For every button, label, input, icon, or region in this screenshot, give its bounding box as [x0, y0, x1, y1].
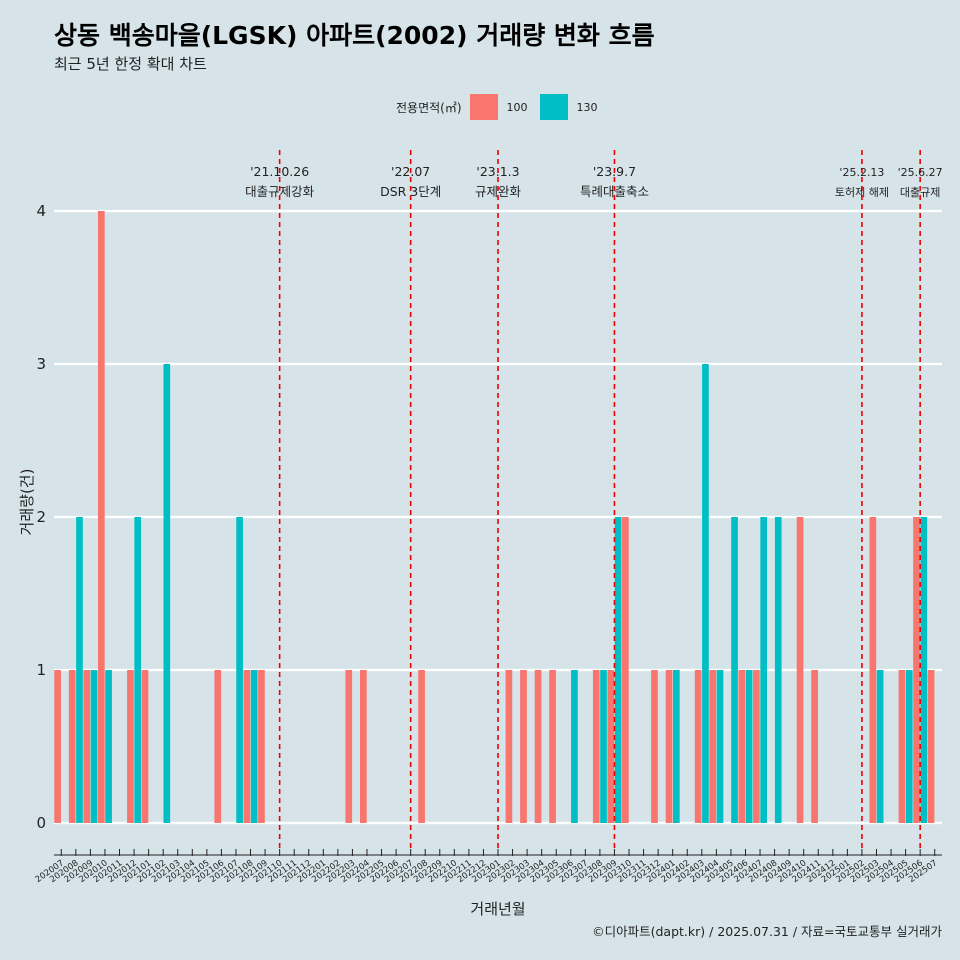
- bar-130-202107: [236, 517, 243, 823]
- bar-130-202404: [716, 670, 724, 823]
- bar-100-202302: [505, 670, 513, 823]
- bar-100-202305: [549, 670, 556, 823]
- event-date-5: '25.6.27: [898, 166, 943, 179]
- bar-130-202408: [774, 517, 782, 823]
- bar-100-202407: [753, 670, 760, 823]
- bar-130-202012: [134, 517, 142, 823]
- bar-100-202009: [83, 670, 91, 823]
- legend-key-100: [469, 94, 498, 120]
- chart-subtitle: 최근 5년 한정 확대 차트: [54, 55, 207, 73]
- bar-100-202203: [345, 670, 353, 823]
- bar-130-202406: [745, 670, 753, 823]
- bar-100-202208: [418, 670, 425, 823]
- bar-100-202303: [520, 670, 527, 823]
- bar-100-202505: [898, 670, 906, 823]
- y-tick-label-2: 2: [36, 508, 46, 526]
- bar-130-202010: [105, 670, 112, 823]
- event-date-3: '23.9.7: [593, 164, 636, 179]
- bar-130-202008: [76, 517, 83, 823]
- bar-100-202312: [651, 670, 658, 823]
- bar-100-202401: [665, 670, 673, 823]
- event-date-4: '25.2.13: [839, 166, 884, 179]
- bar-130-202102: [163, 364, 171, 823]
- bar-100-202012: [127, 670, 134, 823]
- bar-100-202007: [54, 670, 61, 823]
- y-tick-label-3: 3: [36, 355, 46, 373]
- bar-100-202411: [811, 670, 818, 823]
- bar-130-202505: [905, 670, 913, 823]
- x-axis-title: 거래년월: [470, 900, 525, 918]
- bar-130-202309: [614, 517, 622, 823]
- event-label-0: 대출규제강화: [245, 184, 315, 199]
- event-date-1: '22.07: [391, 164, 430, 179]
- chart-title: 상동 백송마을(LGSK) 아파트(2002) 거래량 변화 흐름: [54, 21, 655, 50]
- event-date-0: '21.10.26: [250, 164, 309, 179]
- bar-100-202109: [258, 670, 265, 823]
- bar-130-202401: [672, 670, 680, 823]
- event-label-4: 토허제 해제: [835, 185, 889, 199]
- bar-100-202308: [592, 670, 600, 823]
- bar-130-202503: [876, 670, 884, 823]
- bar-130-202009: [90, 670, 98, 823]
- event-label-3: 특례대출축소: [580, 184, 649, 199]
- bar-130-202405: [731, 517, 738, 823]
- bar-100-202406: [738, 670, 746, 823]
- source-caption: ©디아파트(dapt.kr) / 2025.07.31 / 자료=국토교통부 실…: [592, 924, 942, 939]
- bar-100-202309: [607, 670, 615, 823]
- legend-title: 전용면적(㎡): [396, 100, 462, 115]
- bar-100-202008: [68, 670, 76, 823]
- bar-100-202108: [243, 670, 251, 823]
- bar-130-202403: [702, 364, 709, 823]
- event-date-2: '23.1.3: [476, 164, 519, 179]
- y-axis-title: 거래량(건): [18, 469, 36, 536]
- bar-100-202506: [913, 517, 920, 823]
- legend-key-130: [539, 94, 568, 120]
- y-tick-label-1: 1: [36, 661, 46, 679]
- bar-100-202310: [622, 517, 629, 823]
- bar-100-202507: [927, 670, 935, 823]
- bar-100-202204: [360, 670, 367, 823]
- bar-130-202407: [760, 517, 768, 823]
- bar-100-202503: [869, 517, 877, 823]
- y-tick-label-0: 0: [36, 814, 46, 832]
- bar-130-202308: [600, 670, 607, 823]
- event-label-2: 규제완화: [475, 184, 522, 199]
- bar-100-202101: [141, 670, 149, 823]
- bar-130-202306: [571, 670, 578, 823]
- event-label-1: DSR 3단계: [380, 184, 441, 199]
- bar-100-202404: [709, 670, 717, 823]
- bar-100-202403: [694, 670, 702, 823]
- event-label-5: 대출규제: [900, 186, 940, 199]
- bar-100-202304: [534, 670, 542, 823]
- bar-100-202410: [796, 517, 804, 823]
- legend-label-100: 100: [506, 100, 528, 114]
- bar-130-202506: [920, 517, 928, 823]
- bar-100-202010: [97, 211, 105, 823]
- legend: 전용면적(㎡) 100 130: [396, 93, 610, 121]
- bar-100-202106: [214, 670, 222, 823]
- legend-label-130: 130: [576, 100, 598, 114]
- bar-130-202108: [250, 670, 258, 823]
- y-tick-label-4: 4: [36, 202, 46, 220]
